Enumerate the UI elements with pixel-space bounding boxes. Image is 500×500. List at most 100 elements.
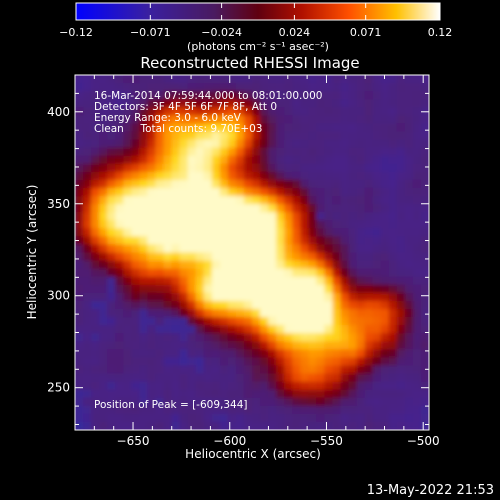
intensity-cell [372,75,382,84]
intensity-cell [420,99,429,108]
intensity-cell [364,99,374,108]
intensity-cell [155,107,165,116]
intensity-cell [300,421,309,430]
intensity-cell [107,147,116,157]
intensity-cell [195,308,205,318]
intensity-cell [203,179,213,189]
intensity-cell [235,139,245,149]
intensity-cell [99,155,108,165]
intensity-cell [268,413,277,423]
intensity-cell [139,268,149,278]
intensity-cell [340,220,350,229]
intensity-cell [364,212,374,221]
intensity-cell [99,357,108,367]
intensity-cell [380,260,390,270]
intensity-cell [163,405,173,415]
intensity-cell [99,276,108,286]
intensity-cell [308,244,317,254]
intensity-cell [123,373,132,383]
intensity-cell [324,91,334,100]
observation-info: 16-Mar-2014 07:59:44.000 to 08:01:00.000… [94,90,322,135]
intensity-cell [412,196,422,205]
intensity-cell [219,317,229,326]
intensity-cell [308,123,317,133]
intensity-cell [243,325,253,334]
intensity-cell [276,260,285,270]
intensity-cell [107,357,116,367]
intensity-cell [123,212,132,221]
intensity-cell [348,75,358,84]
intensity-cell [235,171,245,181]
intensity-cell [260,317,269,326]
intensity-cell [219,381,229,391]
intensity-cell [99,228,108,237]
intensity-cell [83,155,92,165]
intensity-cell [420,139,429,149]
intensity-cell [243,83,253,92]
intensity-cell [99,187,108,197]
intensity-cell [83,75,92,84]
intensity-cell [388,115,398,125]
intensity-cell [163,349,173,358]
intensity-cell [83,220,92,229]
intensity-cell [147,421,157,430]
intensity-cell [316,196,326,205]
intensity-cell [179,276,189,286]
intensity-cell [388,349,398,358]
intensity-cell [227,171,237,181]
intensity-cell [203,107,213,116]
intensity-cell [308,325,317,334]
intensity-cell [276,171,285,181]
intensity-cell [75,357,84,367]
intensity-cell [83,300,92,310]
intensity-cell [372,212,382,221]
intensity-cell [243,389,253,399]
intensity-cell [396,357,406,367]
intensity-cell [308,405,317,415]
intensity-cell [99,75,108,84]
intensity-cell [115,365,124,375]
intensity-cell [139,292,149,302]
intensity-cell [75,421,84,430]
intensity-cell [300,204,309,213]
intensity-cell [388,220,398,229]
intensity-cell [404,204,414,213]
intensity-cell [332,325,342,334]
intensity-cell [115,405,124,415]
intensity-cell [340,389,350,399]
intensity-cell [300,123,309,133]
intensity-cell [75,99,84,108]
intensity-cell [139,163,149,173]
intensity-cell [260,236,269,246]
intensity-cell [195,107,205,116]
intensity-cell [211,179,221,189]
intensity-cell [404,220,414,229]
intensity-cell [300,75,309,84]
intensity-cell [364,91,374,100]
intensity-cell [211,212,221,221]
intensity-cell [388,252,398,262]
intensity-cell [75,292,84,302]
intensity-cell [163,179,173,189]
intensity-cell [380,381,390,391]
intensity-cell [83,139,92,149]
intensity-cell [364,220,374,229]
intensity-cell [187,325,197,334]
intensity-cell [171,75,181,84]
intensity-cell [324,236,334,246]
intensity-cell [396,139,406,149]
intensity-cell [300,405,309,415]
intensity-cell [155,373,165,383]
intensity-cell [356,413,366,423]
intensity-cell [332,179,342,189]
intensity-cell [179,99,189,108]
intensity-cell [139,187,149,197]
intensity-cell [227,220,237,229]
intensity-cell [284,260,293,270]
intensity-cell [420,212,429,221]
intensity-cell [308,91,317,100]
intensity-cell [356,308,366,318]
intensity-cell [235,204,245,213]
intensity-cell [123,252,132,262]
intensity-cell [187,163,197,173]
